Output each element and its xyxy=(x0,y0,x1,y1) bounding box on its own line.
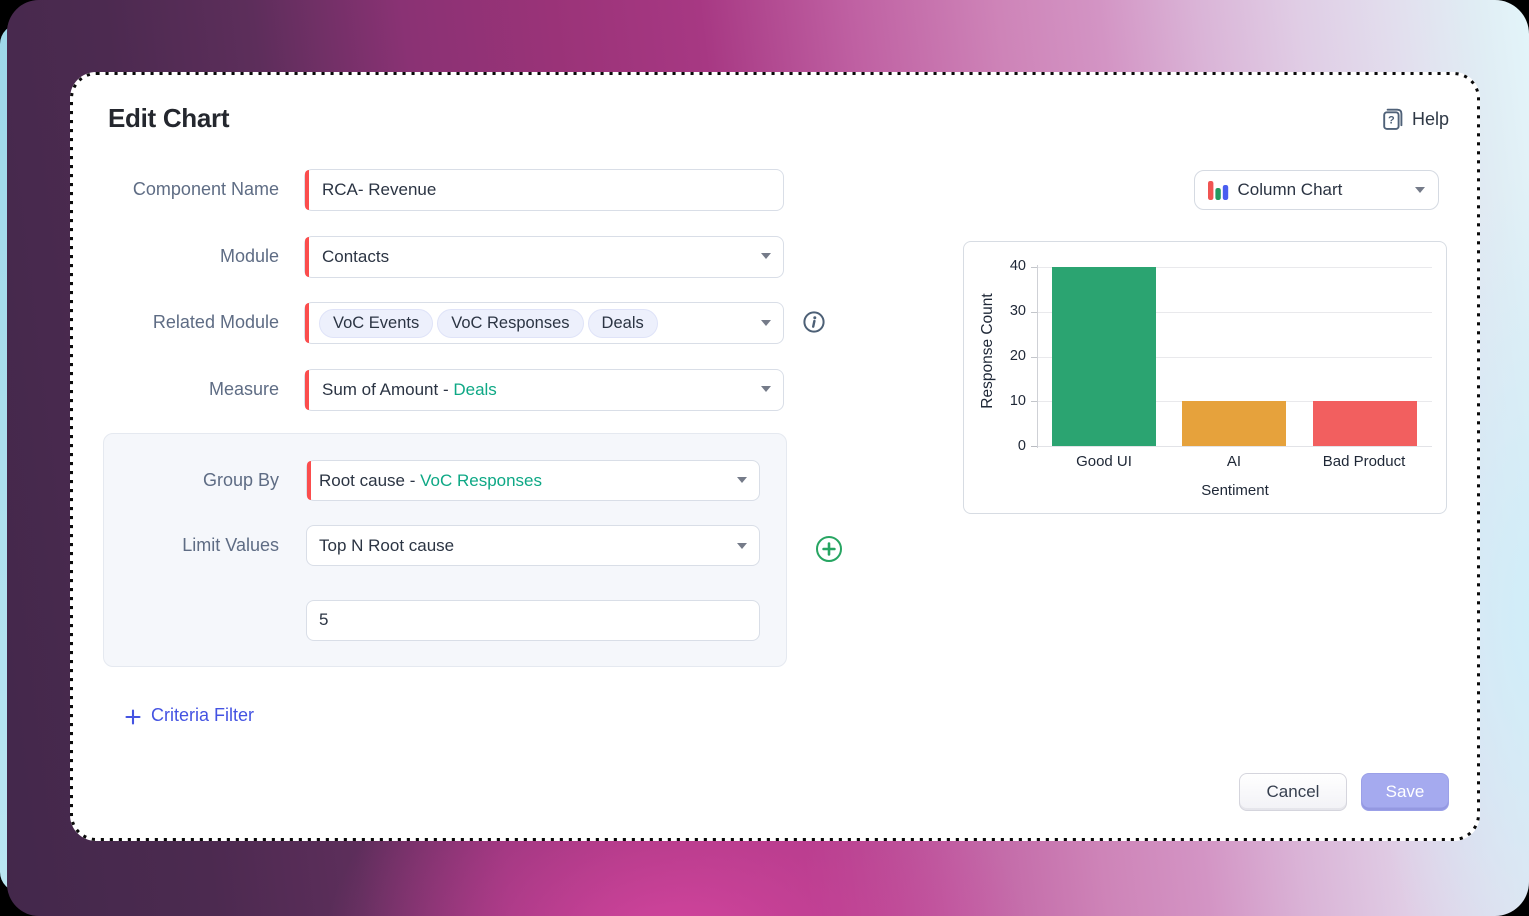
svg-text:?: ? xyxy=(1388,115,1395,127)
